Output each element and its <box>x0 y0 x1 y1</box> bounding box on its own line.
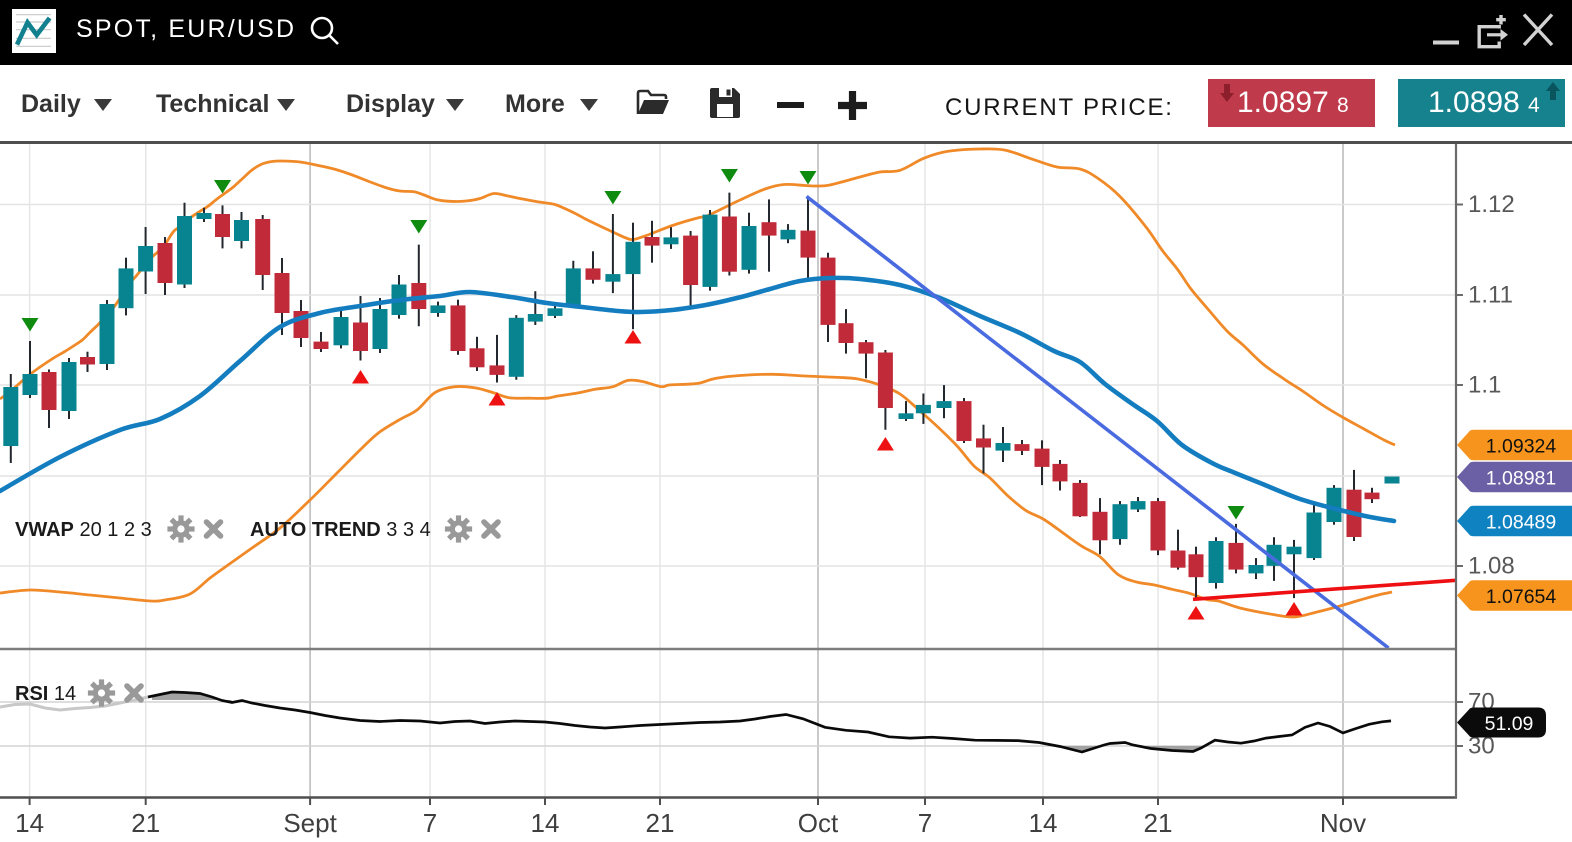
svg-text:AUTO TREND 3 3 4: AUTO TREND 3 3 4 <box>250 519 431 541</box>
svg-text:21: 21 <box>646 808 675 838</box>
svg-text:RSI 14: RSI 14 <box>15 683 76 705</box>
svg-text:7: 7 <box>918 808 932 838</box>
svg-text:VWAP 20 1 2 3: VWAP 20 1 2 3 <box>15 519 152 541</box>
svg-text:21: 21 <box>1144 808 1173 838</box>
svg-text:1.12: 1.12 <box>1468 191 1515 218</box>
svg-text:Sept: Sept <box>283 808 337 838</box>
svg-text:1.08: 1.08 <box>1468 553 1515 580</box>
svg-text:1.11: 1.11 <box>1468 282 1513 309</box>
svg-text:7: 7 <box>423 808 437 838</box>
svg-text:14: 14 <box>531 808 560 838</box>
svg-text:51.09: 51.09 <box>1485 713 1534 735</box>
svg-text:14: 14 <box>15 808 44 838</box>
svg-text:14: 14 <box>1029 808 1058 838</box>
svg-text:1.07654: 1.07654 <box>1486 586 1557 608</box>
svg-text:Oct: Oct <box>798 808 839 838</box>
svg-text:1.08981: 1.08981 <box>1486 468 1557 490</box>
svg-text:1.08489: 1.08489 <box>1486 512 1557 534</box>
svg-text:21: 21 <box>131 808 160 838</box>
svg-text:1.09324: 1.09324 <box>1486 436 1557 458</box>
svg-text:Nov: Nov <box>1320 808 1366 838</box>
svg-text:1.1: 1.1 <box>1468 372 1501 399</box>
